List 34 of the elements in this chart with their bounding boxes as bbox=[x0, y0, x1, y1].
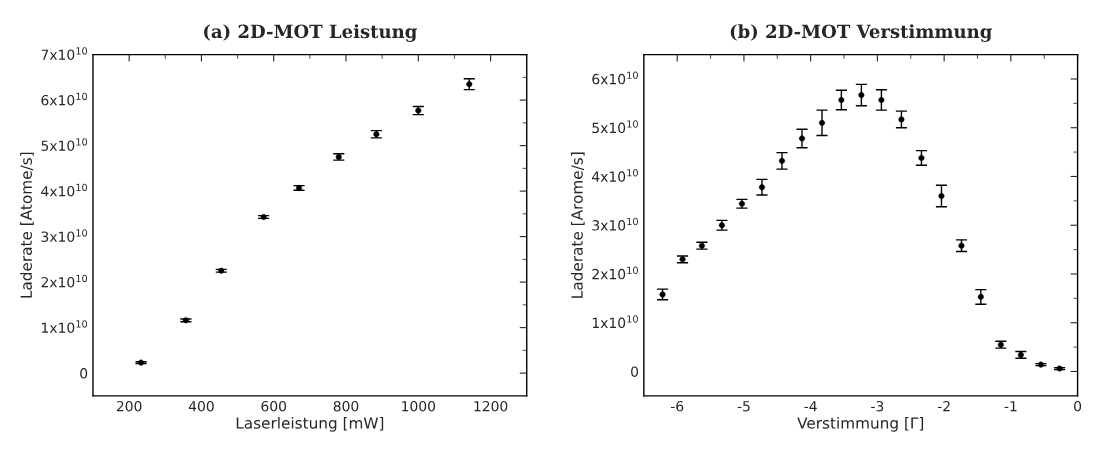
y-tick-label: 0 bbox=[631, 366, 639, 377]
x-tick-label: 1000 bbox=[402, 400, 436, 412]
y-tick-label: 7x10$^{10}$ bbox=[41, 47, 88, 60]
y-tick-label: 4x10$^{10}$ bbox=[592, 169, 638, 182]
y-tick-label: 0 bbox=[80, 368, 88, 379]
y-tick-label: 3x10$^{10}$ bbox=[592, 217, 638, 231]
y-tick-label: 6x10$^{10}$ bbox=[41, 92, 88, 106]
x-tick-label: -1 bbox=[1004, 401, 1017, 412]
y-tick-label: 1x10$^{10}$ bbox=[592, 315, 638, 329]
y-tick-label: 3x10$^{10}$ bbox=[41, 229, 88, 242]
x-tick-label: 400 bbox=[188, 400, 214, 412]
y-tick-label: 6x10$^{10}$ bbox=[592, 71, 638, 85]
chart-title: (a) 2D-MOT Leistung bbox=[204, 24, 417, 42]
y-axis-title: Laderate [Arome/s] bbox=[571, 152, 585, 298]
y-tick-label: 2x10$^{10}$ bbox=[592, 266, 638, 280]
x-tick-label: -4 bbox=[804, 401, 817, 412]
y-tick-label: 2x10$^{10}$ bbox=[41, 274, 88, 288]
y-tick-label: 5x10$^{10}$ bbox=[592, 120, 638, 134]
x-tick-label: -3 bbox=[871, 400, 884, 412]
x-tick-label: -2 bbox=[937, 400, 950, 412]
x-tick-label: 200 bbox=[116, 400, 142, 412]
x-tick-label: 800 bbox=[333, 400, 359, 412]
x-axis-title: Laserleistung [mW] bbox=[236, 416, 384, 432]
x-tick-label: -6 bbox=[670, 400, 684, 412]
x-tick-label: 600 bbox=[261, 400, 287, 412]
x-axis-title: Verstimmung [Γ] bbox=[797, 416, 924, 432]
chart-title: (b) 2D-MOT Verstimmung bbox=[730, 24, 992, 42]
y-tick-label: 4x10$^{10}$ bbox=[41, 183, 88, 197]
x-tick-label: 1200 bbox=[474, 400, 508, 412]
x-tick-label: -5 bbox=[737, 401, 750, 412]
x-tick-label: 0 bbox=[1074, 400, 1082, 412]
y-axis-title: Laderate [Atome/s] bbox=[20, 152, 34, 298]
y-tick-label: 1x10$^{10}$ bbox=[42, 320, 88, 333]
y-tick-label: 5x10$^{10}$ bbox=[41, 138, 88, 151]
